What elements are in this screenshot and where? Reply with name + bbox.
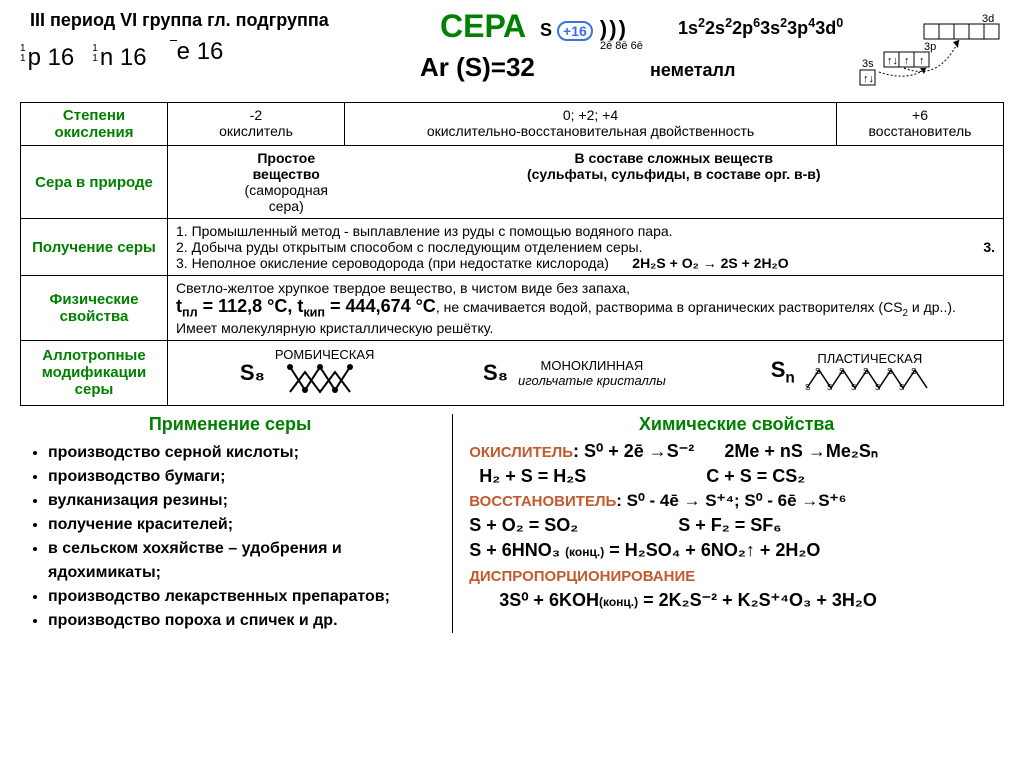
allo-plastic: ПЛАСТИЧЕСКАЯ [805,351,935,366]
apps-list: производство серной кислоты; производств… [20,441,440,633]
svg-text:↑↓: ↑↓ [887,55,898,67]
chemistry-column: Химические свойства ОКИСЛИТЕЛЬ: S⁰ + 2ē … [453,414,1004,633]
element-title: СЕРА [440,8,526,45]
allo-needle: игольчатые кристаллы [518,373,666,388]
svg-text:S: S [815,367,820,376]
row-allotropes: Аллотропные модификации серы S₈ РОМБИЧЕС… [21,340,1004,405]
svg-text:S: S [839,367,844,376]
svg-text:S: S [875,383,880,392]
element-symbol: S [540,20,552,40]
svg-text:↑↓: ↑↓ [863,73,874,85]
atom-block: S +16 ) ) ) [540,16,624,42]
allo-monoclinic: МОНОКЛИННАЯ [518,358,666,373]
ox-plus6: +6 [845,107,995,123]
red-label: ВОССТАНОВИТЕЛЬ [469,493,616,510]
label-physical: Физические свойства [21,276,168,341]
app-item: вулканизация резины; [48,489,440,513]
svg-text:S: S [827,383,832,392]
allo-s8-2: S₈ [483,360,508,386]
row-nature: Сера в природе Простое вещество (самород… [21,146,1004,219]
oxid-eq1: : S⁰ + 2ē →S⁻² [573,441,694,461]
app-item: в сельском хохяйстве – удобрения и ядохи… [48,537,440,585]
orbital-diagram: 3d 3p ↑↓ ↑ ↑ 3s ↑↓ [854,12,1004,93]
svg-text:S: S [911,367,916,376]
phys-line2a: , не смачивается водой, растворима в орг… [436,299,903,315]
row-physical: Физические свойства Светло-желтое хрупко… [21,276,1004,341]
app-item: получение красителей; [48,513,440,537]
red-eq: : S⁰ - 4ē → S⁺⁴; S⁰ - 6ē →S⁺⁶ [616,491,846,510]
app-item: производство пороха и спичек и др. [48,609,440,633]
app-item: производство лекарственных препаратов; [48,585,440,609]
oxid-label: ОКИСЛИТЕЛЬ [469,444,573,461]
shell-electron-labels: 2ē 8ē 6ē [600,40,643,52]
electron-config: 1s22s22p63s23p43d0 [678,16,843,39]
disp-label: ДИСПРОПОРЦИОНИРОВАНИЕ [469,568,695,585]
eq-h2s: H₂ + S = H₂S [479,466,586,487]
ox-reducer: восстановитель [845,123,995,139]
svg-text:S: S [851,383,856,392]
period-group-text: III период VI группа гл. подгруппа [30,10,329,31]
plastic-icon: SS SS SS SS SS [805,366,935,392]
atomic-mass: Ar (S)=32 [420,52,535,83]
svg-text:S: S [805,383,810,392]
rhombic-icon [285,362,365,396]
svg-text:S: S [899,383,904,392]
chem-title: Химические свойства [469,414,1004,435]
label-oxidation: Степени окисления [21,103,168,146]
obtain-3-label: 3. Неполное окисление сероводорода (при … [176,255,609,271]
eq-sf6: S + F₂ = SF₆ [678,515,781,536]
svg-text:↑: ↑ [919,55,925,67]
phys-line1: Светло-желтое хрупкое твердое вещество, … [176,280,995,296]
eq-so2: S + O₂ = SO₂ [469,515,578,536]
header-block: III период VI группа гл. подгруппа СЕРА … [20,8,1004,98]
eq-koh: 3S⁰ + 6KOH(конц.) = 2K₂S⁻² + K₂S⁺⁴O₃ + 3… [499,590,1004,611]
pne-row: 11p 16 11n 16 [20,44,147,72]
label-allotropes: Аллотропные модификации серы [21,340,168,405]
applications-column: Применение серы производство серной кисл… [20,414,453,633]
nature-simple: Простое вещество [253,150,320,182]
allo-s8-1: S₈ [240,360,265,386]
electrons: e 16 [170,38,223,66]
ox-oxidizer: окислитель [176,123,336,139]
allo-sn: Sn [771,357,795,387]
obtain-2: 2. Добыча руды открытым способом с после… [176,239,642,255]
3s-label: 3s [862,58,874,70]
row-obtain: Получение серы 1. Промышленный метод - в… [21,219,1004,276]
properties-table: Степени окисления -2 окислитель 0; +2; +… [20,102,1004,406]
svg-text:↑: ↑ [904,55,910,67]
eq-hno3: S + 6HNO₃ (конц.) = H₂SO₄ + 6NO₂↑ + 2H₂O [469,540,1004,561]
nuclear-charge: +16 [557,21,593,41]
label-obtain: Получение серы [21,219,168,276]
phys-temps: tпл = 112,8 °С, tкип = 444,674 °С [176,296,436,316]
app-item: производство серной кислоты; [48,441,440,465]
ox-024: 0; +2; +4 [353,107,828,123]
row-oxidation: Степени окисления -2 окислитель 0; +2; +… [21,103,1004,146]
apps-title: Применение серы [20,414,440,435]
obtain-3-eq: 2H₂S + O₂ → 2S + 2H₂O [632,255,788,271]
app-item: производство бумаги; [48,465,440,489]
ox-dual: окислительно-восстановительная двойствен… [353,123,828,139]
nature-complex: В составе сложных веществ [575,150,773,166]
obtain-1: 1. Промышленный метод - выплавление из р… [176,223,995,239]
neutrons: n 16 [100,44,147,72]
nonmetal-label: неметалл [650,60,735,81]
svg-text:S: S [863,367,868,376]
shells-glyph: ) ) ) [600,16,624,41]
svg-text:S: S [887,367,892,376]
protons: p 16 [28,44,75,72]
nature-complex-list: (сульфаты, сульфиды, в составе орг. в-в) [527,166,821,182]
3p-label: 3p [924,41,936,53]
allo-rhombic: РОМБИЧЕСКАЯ [275,347,375,362]
label-nature: Сера в природе [21,146,168,219]
oxid-eq2: 2Me + nS →Me₂Sₙ [724,441,878,461]
eq-cs2: C + S = CS₂ [706,466,805,487]
3d-label: 3d [982,13,994,25]
bottom-section: Применение серы производство серной кисл… [20,414,1004,633]
ox-minus2: -2 [176,107,336,123]
nature-native: (самородная сера) [245,182,328,214]
